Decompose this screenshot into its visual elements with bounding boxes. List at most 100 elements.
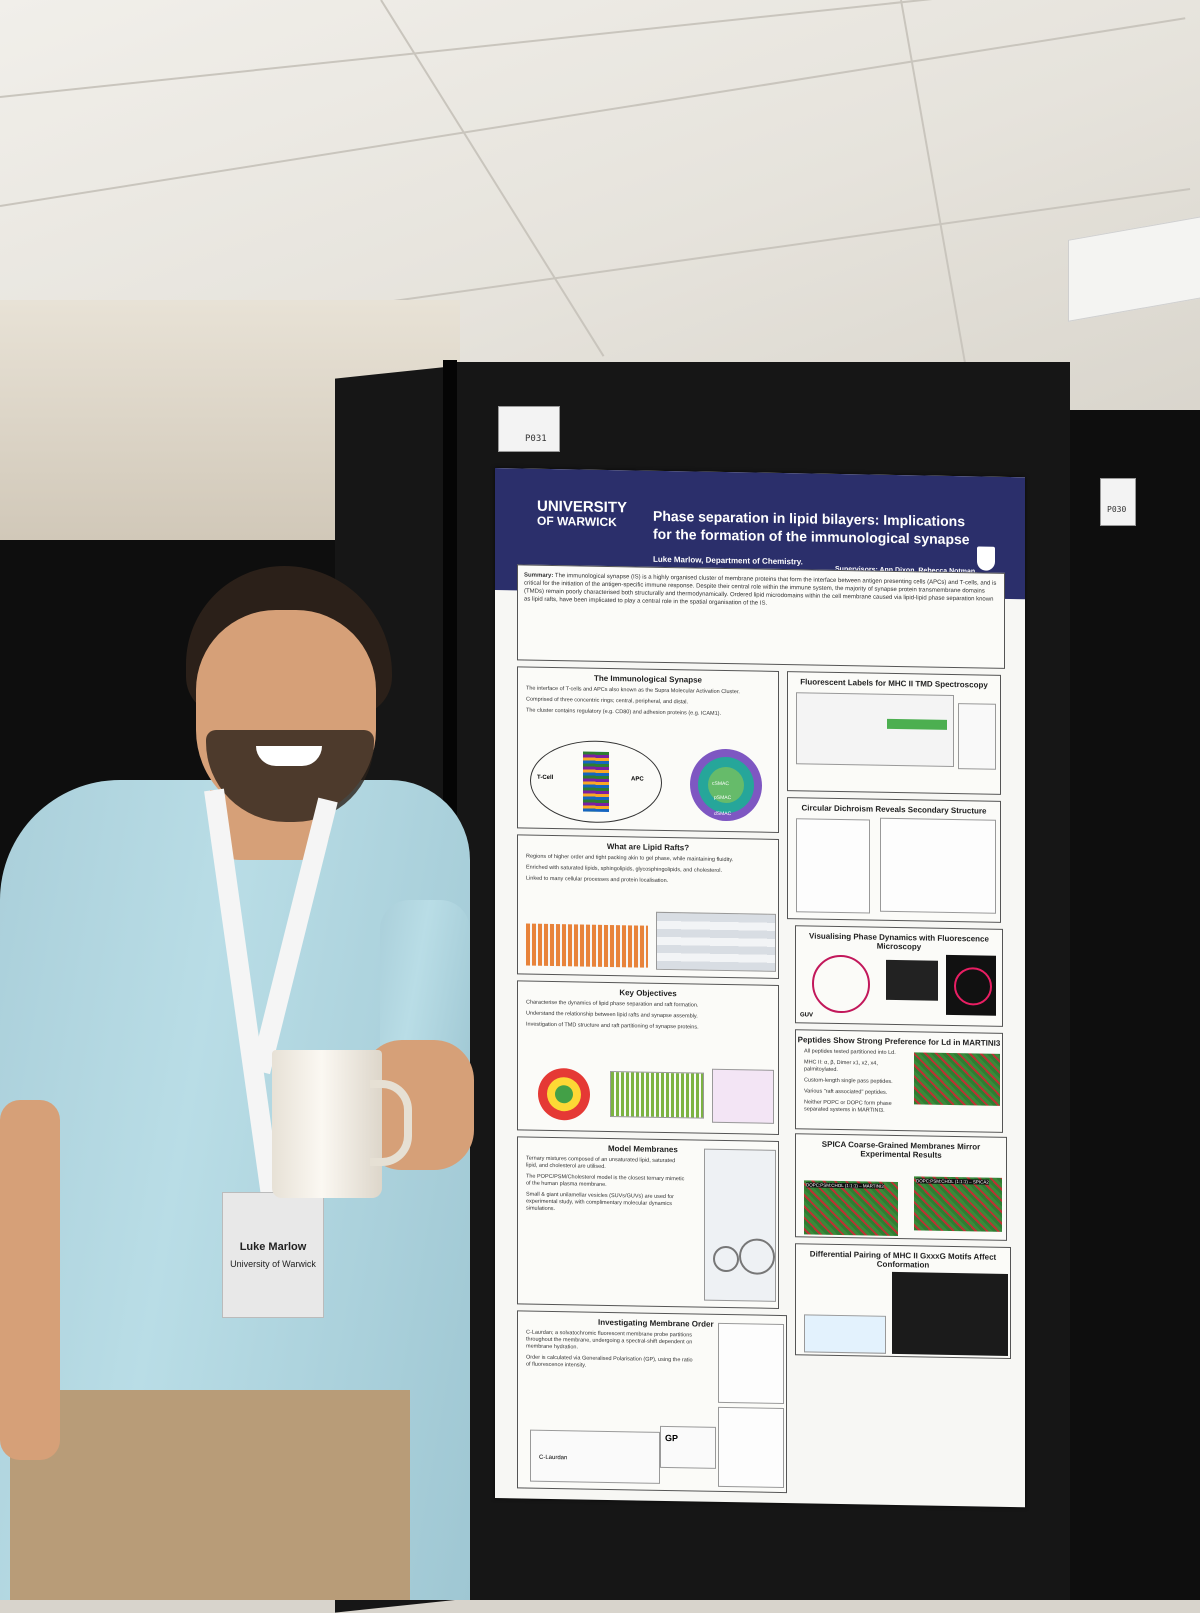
section-key-objectives: Key Objectives Characterise the dynamics… xyxy=(517,980,779,1135)
section-immunological-synapse: The Immunological Synapse The interface … xyxy=(517,666,779,833)
laurdan-structure: C-Laurdan xyxy=(530,1429,660,1484)
probe-label: C-Laurdan xyxy=(539,1454,568,1462)
tmd-partition-icon xyxy=(712,1068,774,1124)
bullet: MHC II: α, β, Dimer x1, x2, x4, palmitoy… xyxy=(804,1059,878,1073)
guv-ring xyxy=(954,967,992,1006)
section-circular-dichroism: Circular Dichroism Reveals Secondary Str… xyxy=(787,797,1001,923)
phase-table-figure xyxy=(656,911,776,972)
bullet: Comprised of three concentric rings; cen… xyxy=(526,696,689,706)
section-title: SPICA Coarse-Grained Membranes Mirror Ex… xyxy=(821,1139,981,1160)
badge-name: Luke Marlow xyxy=(239,1241,307,1253)
objective-ring-core xyxy=(555,1085,573,1104)
university-logo: UNIVERSITY xyxy=(537,497,628,517)
fluorophore-structure xyxy=(958,703,996,770)
order-bullets: C-Laurdan; a solvatochromic fluorescent … xyxy=(518,1329,696,1371)
university-crest-icon xyxy=(977,546,995,571)
bullet: Regions of higher order and tight packin… xyxy=(526,853,734,864)
badge-affiliation: University of Warwick xyxy=(230,1259,316,1269)
section-title: What are Lipid Rafts? xyxy=(606,841,690,853)
poster-number-card: P031 xyxy=(498,406,560,452)
cd-spectrum-plot xyxy=(796,818,870,914)
helix-pairing-images xyxy=(892,1271,1008,1356)
panel-label: DOPC:PSM:CHOL (1:1:1) – SPICA2 xyxy=(916,1178,989,1185)
summary-text: The immunological synapse (IS) is a high… xyxy=(524,573,997,607)
bullet: Investigation of TMD structure and raft … xyxy=(526,1021,699,1031)
bullet: Ternary mixtures composed of an unsatura… xyxy=(526,1155,676,1170)
summary-box: Summary: The immunological synapse (IS) … xyxy=(517,564,1005,669)
bullet: The interface of T-cells and APCs also k… xyxy=(526,685,740,696)
section-lipid-rafts: What are Lipid Rafts? Regions of higher … xyxy=(517,834,779,979)
synapse-proteins xyxy=(583,751,609,812)
fret-cycle-diagram xyxy=(812,954,870,1014)
guv-tag: GUV xyxy=(800,1012,814,1019)
apc-label: APC xyxy=(631,776,644,783)
membrane-bullets: Ternary mixtures composed of an unsatura… xyxy=(518,1155,688,1215)
dsmac-label: dSMAC xyxy=(714,810,732,818)
bullet: The cluster contains regulatory (e.g. CD… xyxy=(526,707,722,717)
bullet: Custom-length single pass peptides. xyxy=(804,1077,893,1085)
bullet: All peptides tested partitioned into Ld. xyxy=(804,1048,896,1056)
section-title: Peptides Show Strong Preference for Ld i… xyxy=(797,1035,1001,1048)
guv-icon xyxy=(739,1238,775,1275)
section-gxxxg-pairing: Differential Pairing of MHC II GxxxG Mot… xyxy=(795,1243,1011,1360)
section-title: Circular Dichroism Reveals Secondary Str… xyxy=(801,803,987,816)
section-title: Differential Pairing of MHC II GxxxG Mot… xyxy=(809,1249,997,1270)
right-display-board xyxy=(1070,410,1200,1600)
guv-fluorescence-image xyxy=(946,954,996,1016)
university-logo-subtitle: OF WARWICK xyxy=(537,513,617,530)
tmd-helix xyxy=(887,718,947,730)
bullet: Understand the relationship between lipi… xyxy=(526,1010,698,1020)
section-title: Fluorescent Labels for MHC II TMD Spectr… xyxy=(800,677,988,690)
side-poster-number-card: P030 xyxy=(1100,478,1136,526)
left-arm xyxy=(0,1100,60,1460)
bullet: Enriched with saturated lipids, sphingol… xyxy=(526,864,722,874)
gp-label: GP xyxy=(665,1432,679,1444)
ordered-spectrum-plot xyxy=(718,1322,784,1405)
spica2-snapshot: DOPC:PSM:CHOL (1:1:1) – SPICA2 xyxy=(914,1176,1002,1232)
smac-rings: cSMAC pSMAC dSMAC xyxy=(690,748,762,822)
psmac-label: pSMAC xyxy=(714,794,732,802)
section-title: Key Objectives xyxy=(619,988,677,999)
poster-title: Phase separation in lipid bilayers: Impl… xyxy=(653,507,970,548)
section-title: Visualising Phase Dynamics with Fluoresc… xyxy=(809,931,989,952)
bullet: Linked to many cellular processes and pr… xyxy=(526,875,669,885)
gp-equation: GP xyxy=(660,1425,716,1469)
raft-formation-icon xyxy=(610,1071,704,1119)
objective-rings-icon xyxy=(538,1067,590,1121)
suv-icon xyxy=(713,1245,739,1273)
section-fluorescence-microscopy: Visualising Phase Dynamics with Fluoresc… xyxy=(795,925,1003,1027)
cell-diagram: T-Cell APC xyxy=(530,739,662,824)
bullet: The POPC/PSM/Cholesterol model is the cl… xyxy=(526,1173,685,1188)
microscopy-channel-images xyxy=(886,959,938,1001)
bullet: Small & giant unilamellar vesicles (SUVs… xyxy=(526,1191,674,1213)
name-badge: Luke Marlow University of Warwick xyxy=(222,1192,324,1318)
smile xyxy=(256,746,322,766)
research-poster: UNIVERSITY OF WARWICK Phase separation i… xyxy=(495,468,1025,1508)
coffee-mug xyxy=(272,1050,382,1198)
trousers xyxy=(10,1390,410,1600)
side-poster-number: P030 xyxy=(1107,505,1127,514)
section-martini3: Peptides Show Strong Preference for Ld i… xyxy=(795,1029,1003,1133)
gxxxg-motif-figure xyxy=(804,1314,886,1354)
protein-structure-figure xyxy=(796,692,954,768)
martini3-snapshot: DOPC:PSM:CHOL (1:1:1) – MARTINI3 xyxy=(804,1180,898,1237)
cd-panel-grid xyxy=(880,817,996,914)
section-fluorescent-labels: Fluorescent Labels for MHC II TMD Spectr… xyxy=(787,671,1001,795)
section-spica: SPICA Coarse-Grained Membranes Mirror Ex… xyxy=(795,1133,1007,1241)
bullet: C-Laurdan; a solvatochromic fluorescent … xyxy=(526,1329,693,1351)
bullet: Order is calculated via Generalised Pola… xyxy=(526,1354,693,1369)
bullet: Neither POPC or DOPC form phase separate… xyxy=(804,1099,892,1114)
section-model-membranes: Model Membranes Ternary mixtures compose… xyxy=(517,1136,779,1309)
disordered-spectrum-plot xyxy=(718,1406,784,1489)
mug-handle xyxy=(370,1080,412,1166)
section-title: The Immunological Synapse xyxy=(593,673,703,685)
martini-simulation-image xyxy=(914,1052,1000,1106)
bullet: Various "raft associated" peptides. xyxy=(804,1088,888,1096)
section-membrane-order: Investigating Membrane Order C-Laurdan; … xyxy=(517,1310,787,1494)
poster-author: Luke Marlow, Department of Chemistry. xyxy=(653,554,803,567)
vesicle-figure xyxy=(704,1148,776,1302)
poster-number: P031 xyxy=(525,434,547,444)
summary-lead: Summary: xyxy=(524,572,554,580)
bilayer-figure xyxy=(526,923,648,968)
bullet: Characterise the dynamics of lipid phase… xyxy=(526,999,699,1009)
